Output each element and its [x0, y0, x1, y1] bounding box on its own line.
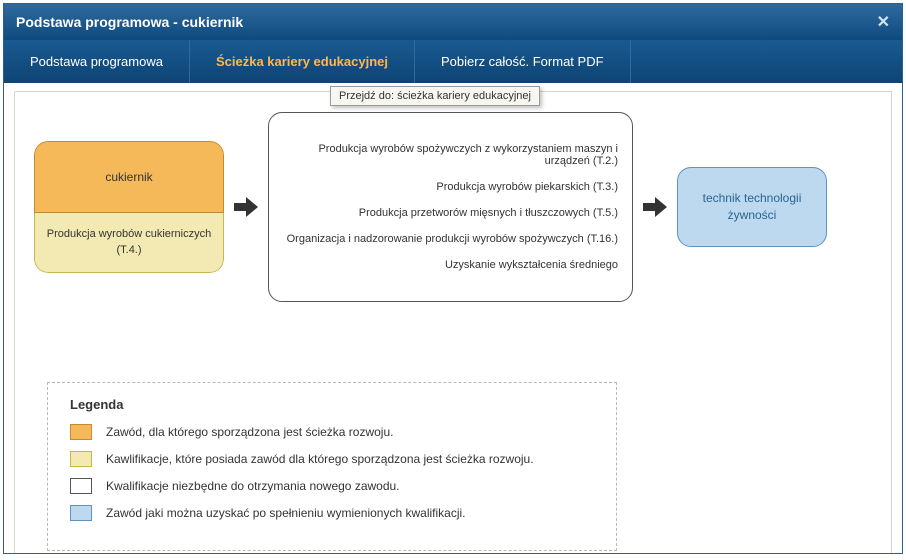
tooltip: Przejdź do: ścieżka kariery edukacyjnej	[330, 86, 540, 106]
legend-row: Kawlifikacje, które posiada zawód dla kt…	[70, 451, 594, 467]
tab-pdf[interactable]: Pobierz całość. Format PDF	[415, 40, 631, 83]
legend-text: Kawlifikacje, które posiada zawód dla kt…	[106, 452, 534, 466]
legend-text: Zawód jaki można uzyskać po spełnieniu w…	[106, 506, 466, 520]
tab-bar: Podstawa programowa Ścieżka kariery eduk…	[4, 40, 902, 83]
source-profession-title: cukiernik	[34, 141, 224, 213]
requirement-line: Produkcja przetworów mięsnych i tłuszczo…	[283, 207, 618, 219]
legend-swatch	[70, 478, 92, 494]
arrow-icon	[641, 193, 669, 221]
dialog-window: Podstawa programowa - cukiernik ✕ Podsta…	[3, 3, 903, 554]
arrow-icon	[232, 193, 260, 221]
requirements-node: Produkcja wyrobów spożywczych z wykorzys…	[268, 112, 633, 302]
content-scroll[interactable]: Przejdź do: ścieżka kariery edukacyjnej …	[4, 83, 902, 553]
content-inner: cukiernik Produkcja wyrobów cukierniczyc…	[14, 91, 892, 553]
tab-sciezka[interactable]: Ścieżka kariery edukacyjnej	[190, 40, 415, 83]
legend-row: Zawód, dla którego sporządzona jest ście…	[70, 424, 594, 440]
dialog-title: Podstawa programowa - cukiernik	[16, 14, 243, 30]
legend-title: Legenda	[70, 397, 594, 412]
requirement-line: Uzyskanie wykształcenia średniego	[283, 259, 618, 271]
tab-podstawa[interactable]: Podstawa programowa	[4, 40, 190, 83]
requirement-line: Produkcja wyrobów piekarskich (T.3.)	[283, 181, 618, 193]
target-profession-node: technik technologii żywności	[677, 167, 827, 247]
title-bar: Podstawa programowa - cukiernik ✕	[4, 4, 902, 40]
content-wrap: Przejdź do: ścieżka kariery edukacyjnej …	[4, 83, 902, 553]
source-profession-node: cukiernik Produkcja wyrobów cukierniczyc…	[34, 141, 224, 273]
legend-row: Zawód jaki można uzyskać po spełnieniu w…	[70, 505, 594, 521]
legend-text: Zawód, dla którego sporządzona jest ście…	[106, 425, 393, 439]
career-flow: cukiernik Produkcja wyrobów cukierniczyc…	[29, 112, 877, 302]
legend-row: Kwalifikacje niezbędne do otrzymania now…	[70, 478, 594, 494]
legend-swatch	[70, 424, 92, 440]
legend-text: Kwalifikacje niezbędne do otrzymania now…	[106, 479, 400, 493]
requirement-line: Organizacja i nadzorowanie produkcji wyr…	[283, 233, 618, 245]
legend-swatch	[70, 451, 92, 467]
legend-box: Legenda Zawód, dla którego sporządzona j…	[47, 382, 617, 551]
source-qualification: Produkcja wyrobów cukierniczych (T.4.)	[34, 213, 224, 273]
requirement-line: Produkcja wyrobów spożywczych z wykorzys…	[283, 143, 618, 167]
legend-swatch	[70, 505, 92, 521]
close-icon[interactable]: ✕	[877, 12, 890, 32]
